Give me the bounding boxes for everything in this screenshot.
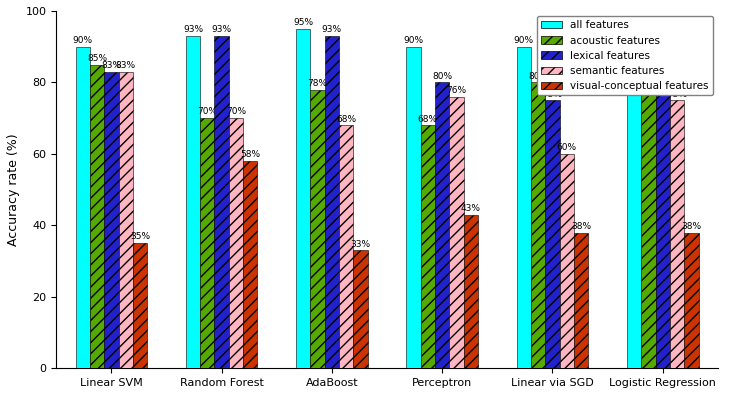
Bar <box>325 36 339 368</box>
Bar <box>311 90 325 368</box>
Text: 83%: 83% <box>102 61 121 70</box>
Bar <box>641 83 656 368</box>
Text: 83%: 83% <box>115 61 136 70</box>
Text: 76%: 76% <box>447 86 466 95</box>
Bar <box>545 100 560 368</box>
Text: 78%: 78% <box>308 79 327 88</box>
Bar <box>517 47 531 368</box>
Text: 93%: 93% <box>211 25 232 34</box>
Bar <box>133 243 147 368</box>
Text: 75%: 75% <box>667 90 687 98</box>
Bar <box>420 125 435 368</box>
Text: 75%: 75% <box>542 90 562 98</box>
Legend: all features, acoustic features, lexical features, semantic features, visual-con: all features, acoustic features, lexical… <box>537 16 713 95</box>
Text: 58%: 58% <box>240 150 260 159</box>
Text: 38%: 38% <box>571 222 591 231</box>
Text: 35%: 35% <box>130 233 150 241</box>
Bar <box>656 72 670 368</box>
Text: 93%: 93% <box>183 25 203 34</box>
Text: 83%: 83% <box>653 61 673 70</box>
Text: 95%: 95% <box>293 18 314 27</box>
Text: 68%: 68% <box>417 115 438 124</box>
Bar <box>90 64 105 368</box>
Text: 70%: 70% <box>197 107 217 117</box>
Bar <box>118 72 133 368</box>
Text: 60%: 60% <box>557 143 577 152</box>
Bar <box>339 125 353 368</box>
Bar <box>670 100 684 368</box>
Bar <box>353 250 368 368</box>
Bar <box>435 83 450 368</box>
Bar <box>296 29 311 368</box>
Bar <box>229 118 243 368</box>
Text: 80%: 80% <box>432 71 452 81</box>
Bar <box>463 214 478 368</box>
Bar <box>531 83 545 368</box>
Bar <box>684 233 699 368</box>
Y-axis label: Accuracy rate (%): Accuracy rate (%) <box>7 134 20 246</box>
Text: 90%: 90% <box>72 36 93 45</box>
Bar <box>627 36 641 368</box>
Text: 33%: 33% <box>350 240 371 248</box>
Text: 80%: 80% <box>528 71 548 81</box>
Bar <box>406 47 420 368</box>
Bar <box>243 161 257 368</box>
Text: 85%: 85% <box>87 54 107 63</box>
Text: 93%: 93% <box>624 25 644 34</box>
Bar <box>105 72 118 368</box>
Bar <box>214 36 229 368</box>
Bar <box>560 154 574 368</box>
Bar <box>200 118 214 368</box>
Bar <box>574 233 588 368</box>
Bar <box>450 97 463 368</box>
Text: 80%: 80% <box>638 71 659 81</box>
Bar <box>75 47 90 368</box>
Text: 70%: 70% <box>226 107 246 117</box>
Text: 90%: 90% <box>514 36 534 45</box>
Text: 93%: 93% <box>322 25 342 34</box>
Text: 90%: 90% <box>404 36 423 45</box>
Text: 43%: 43% <box>461 204 481 213</box>
Text: 68%: 68% <box>336 115 356 124</box>
Bar <box>186 36 200 368</box>
Text: 38%: 38% <box>681 222 702 231</box>
